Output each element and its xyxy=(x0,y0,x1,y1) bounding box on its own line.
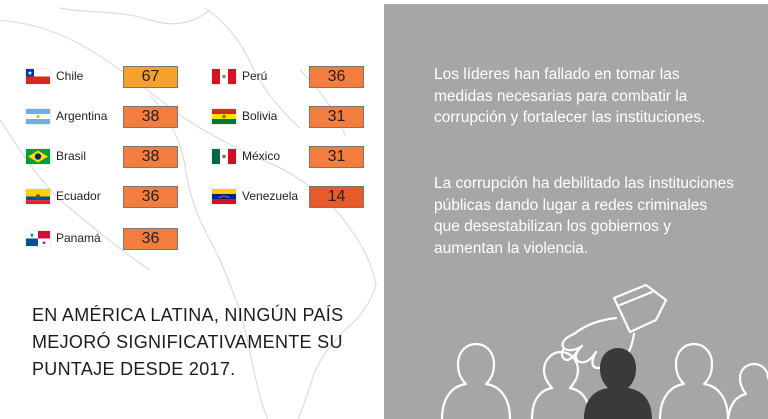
score-panama: 36 xyxy=(123,228,178,250)
score-mexico: 31 xyxy=(309,146,364,168)
country-name: México xyxy=(242,149,281,163)
headline: EN AMÉRICA LATINA, NINGÚN PAÍS MEJORÓ SI… xyxy=(32,305,344,379)
country-name: Ecuador xyxy=(56,189,101,203)
country-name: Venezuela xyxy=(242,189,299,203)
ecuador-flag-icon xyxy=(26,189,50,204)
country-name: Panamá xyxy=(56,231,101,245)
svg-text:★: ★ xyxy=(27,70,32,77)
scores-panel: ★ Chile 67 Argentina 38 Brasil 38 Ec xyxy=(0,7,377,419)
venezuela-flag-icon xyxy=(212,189,236,204)
score-chile: 67 xyxy=(123,66,178,88)
peru-flag-icon xyxy=(212,69,236,84)
svg-text:★: ★ xyxy=(42,241,47,247)
score-bolivia: 31 xyxy=(309,106,364,128)
country-name: Bolivia xyxy=(242,109,278,123)
chile-flag-icon: ★ xyxy=(26,69,50,84)
country-name: Argentina xyxy=(56,109,108,123)
score-argentina: 38 xyxy=(123,106,178,128)
selected-person-icon xyxy=(584,348,652,419)
country-name: Chile xyxy=(56,69,84,83)
argentina-flag-icon xyxy=(26,109,50,124)
score-ecuador: 36 xyxy=(123,186,178,208)
country-name: Perú xyxy=(242,69,268,83)
mexico-flag-icon xyxy=(212,149,236,164)
country-name: Brasil xyxy=(56,149,87,163)
voting-hand-crowd-icon xyxy=(440,283,768,419)
paragraph-corruption: La corrupción ha debilitado las instituc… xyxy=(434,175,734,257)
svg-text:★: ★ xyxy=(30,233,35,239)
bolivia-flag-icon xyxy=(212,109,236,124)
score-brasil: 38 xyxy=(123,146,178,168)
score-venezuela: 14 xyxy=(309,186,364,208)
score-peru: 36 xyxy=(309,66,364,88)
brazil-flag-icon xyxy=(26,149,50,164)
info-panel: Los líderes han fallado en tomar las med… xyxy=(384,0,768,419)
paragraph-leaders: Los líderes han fallado en tomar las med… xyxy=(434,66,706,126)
panama-flag-icon: ★ ★ xyxy=(26,231,50,246)
